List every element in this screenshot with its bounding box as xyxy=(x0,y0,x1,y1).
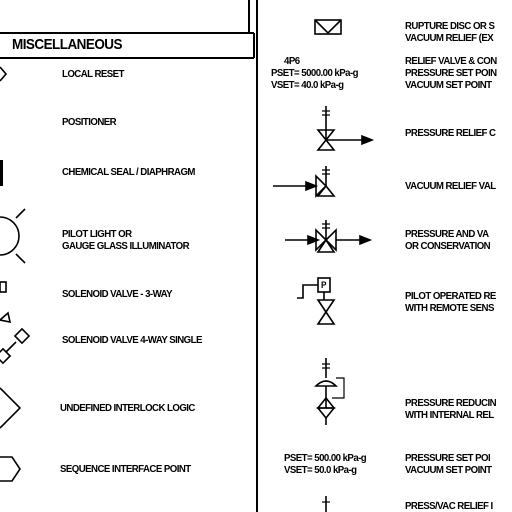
relief-valve-pset: PSET= 5000.00 kPa-g xyxy=(271,67,359,79)
relief-valve-tag: 4P6 xyxy=(284,55,300,67)
label-interlock-logic: UNDEFINED INTERLOCK LOGIC xyxy=(60,402,195,414)
label-pressure-vacuum: PRESSURE AND VA OR CONSERVATION xyxy=(405,228,491,252)
chemical-seal-icon xyxy=(0,160,3,186)
label-sequence-point: SEQUENCE INTERFACE POINT xyxy=(60,463,191,475)
local-reset-icon xyxy=(0,66,8,82)
interlock-logic-icon xyxy=(0,387,22,429)
label-chemical-seal: CHEMICAL SEAL / DIAPHRAGM xyxy=(62,166,195,178)
label-set-point: PRESSURE SET POI VACUUM SET POINT xyxy=(405,452,492,476)
relief-valve-vset: VSET= 40.0 kPa-g xyxy=(271,79,344,91)
label-pilot-operated: PILOT OPERATED RE WITH REMOTE SENS xyxy=(405,290,496,314)
label-vacuum-relief: VACUUM RELIEF VAL xyxy=(405,180,496,192)
set-point-vset: VSET= 50.0 kPa-g xyxy=(284,464,357,476)
pressure-reducing-icon xyxy=(314,358,345,425)
label-positioner: POSITIONER xyxy=(62,116,117,128)
pressure-vacuum-icon xyxy=(285,220,373,253)
label-pressure-relief: PRESSURE RELIEF C xyxy=(405,127,496,139)
pressure-relief-icon xyxy=(316,106,375,151)
label-solenoid-3way: SOLENOID VALVE - 3-WAY xyxy=(62,288,173,300)
press-vac-relief-icon xyxy=(322,496,330,512)
vacuum-relief-icon xyxy=(273,166,336,198)
set-point-pset: PSET= 500.00 kPa-g xyxy=(284,452,367,464)
label-local-reset: LOCAL RESET xyxy=(62,68,124,80)
label-pilot-light: PILOT LIGHT OR GAUGE GLASS ILLUMINATOR xyxy=(62,228,190,252)
label-press-vac-relief: PRESS/VAC RELIEF I xyxy=(405,500,493,512)
label-pressure-reducing: PRESSURE REDUCIN WITH INTERNAL REL xyxy=(405,397,497,421)
label-solenoid-4way: SOLENOID VALVE 4-WAY SINGLE xyxy=(62,334,202,346)
label-relief-valve: RELIEF VALVE & CON PRESSURE SET POIN VAC… xyxy=(405,55,497,91)
solenoid-4way-icon xyxy=(0,311,31,365)
panel-borders xyxy=(0,0,258,512)
pilot-light-icon xyxy=(0,208,26,264)
sequence-point-icon xyxy=(0,456,21,482)
solenoid-3way-icon xyxy=(0,281,7,293)
pilot-operated-icon xyxy=(297,277,336,325)
section-header: MISCELLANEOUS xyxy=(12,36,123,53)
pilot-letter: P xyxy=(321,280,327,290)
rupture-disc-icon xyxy=(314,19,342,35)
label-rupture-disc: RUPTURE DISC OR S VACUUM RELIEF (EX xyxy=(405,20,495,44)
